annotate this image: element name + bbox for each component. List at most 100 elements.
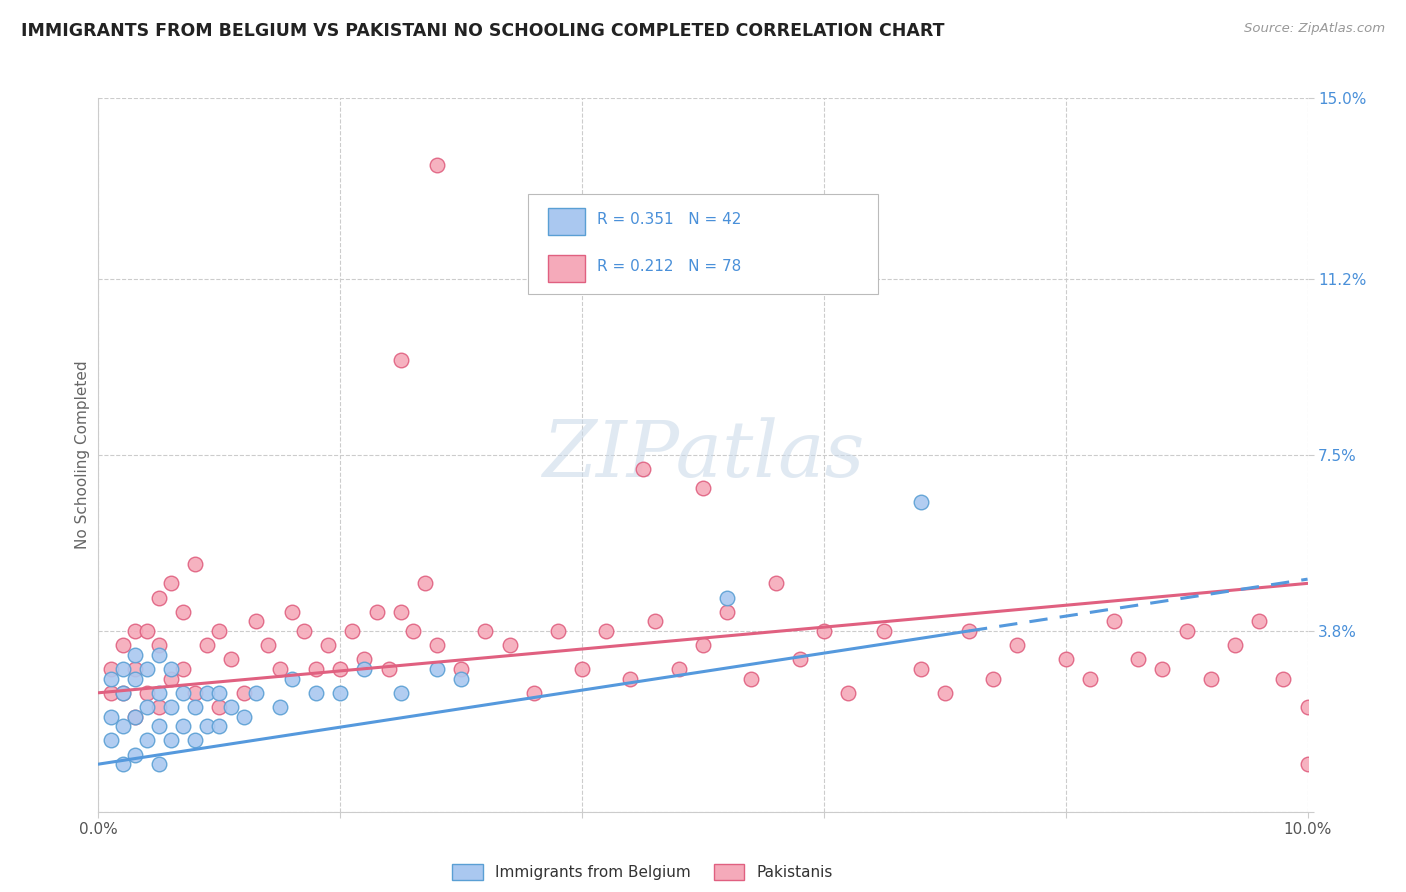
- Point: [124, 672, 146, 686]
- Point: [111, 638, 134, 652]
- Point: [135, 733, 157, 747]
- Bar: [548, 208, 585, 235]
- Point: [148, 700, 170, 714]
- Point: [474, 624, 496, 638]
- Point: [245, 615, 267, 629]
- Text: IMMIGRANTS FROM BELGIUM VS PAKISTANI NO SCHOOLING COMPLETED CORRELATION CHART: IMMIGRANTS FROM BELGIUM VS PAKISTANI NO …: [21, 22, 945, 40]
- Point: [450, 672, 472, 686]
- Point: [366, 605, 388, 619]
- Point: [692, 481, 714, 495]
- Point: [160, 700, 183, 714]
- Point: [184, 733, 207, 747]
- Point: [910, 495, 932, 509]
- Point: [148, 648, 170, 662]
- Point: [1102, 615, 1125, 629]
- Point: [195, 686, 218, 700]
- Point: [160, 733, 183, 747]
- Point: [1272, 672, 1295, 686]
- Point: [124, 648, 146, 662]
- Point: [208, 700, 231, 714]
- Point: [644, 615, 666, 629]
- Text: Source: ZipAtlas.com: Source: ZipAtlas.com: [1244, 22, 1385, 36]
- Point: [208, 686, 231, 700]
- Point: [100, 662, 122, 676]
- Point: [305, 662, 328, 676]
- Point: [221, 652, 243, 666]
- Point: [269, 700, 291, 714]
- Point: [135, 700, 157, 714]
- Point: [124, 709, 146, 723]
- Text: R = 0.212   N = 78: R = 0.212 N = 78: [596, 259, 741, 274]
- Point: [353, 662, 375, 676]
- Point: [1128, 652, 1150, 666]
- Text: ZIPatlas: ZIPatlas: [541, 417, 865, 493]
- Point: [740, 672, 762, 686]
- Point: [160, 662, 183, 676]
- Point: [160, 672, 183, 686]
- Point: [1296, 700, 1319, 714]
- Point: [981, 672, 1004, 686]
- Point: [426, 662, 449, 676]
- Point: [813, 624, 835, 638]
- Point: [281, 605, 304, 619]
- Point: [148, 591, 170, 605]
- Point: [1296, 757, 1319, 772]
- Point: [316, 638, 339, 652]
- Point: [1152, 662, 1174, 676]
- Point: [789, 652, 811, 666]
- Point: [232, 709, 254, 723]
- Point: [184, 700, 207, 714]
- Point: [1054, 652, 1077, 666]
- Point: [910, 662, 932, 676]
- Point: [353, 652, 375, 666]
- Point: [450, 662, 472, 676]
- Point: [195, 638, 218, 652]
- Point: [221, 700, 243, 714]
- Point: [716, 605, 738, 619]
- Point: [184, 558, 207, 572]
- Point: [124, 747, 146, 762]
- Point: [111, 686, 134, 700]
- Point: [100, 672, 122, 686]
- Point: [329, 686, 352, 700]
- Point: [934, 686, 956, 700]
- Point: [571, 662, 593, 676]
- Point: [413, 576, 436, 591]
- Point: [1007, 638, 1029, 652]
- Point: [100, 709, 122, 723]
- Point: [523, 686, 546, 700]
- Text: R = 0.351   N = 42: R = 0.351 N = 42: [596, 212, 741, 227]
- Point: [619, 672, 641, 686]
- Point: [160, 576, 183, 591]
- Point: [1078, 672, 1101, 686]
- Point: [111, 662, 134, 676]
- Point: [100, 686, 122, 700]
- Point: [402, 624, 425, 638]
- Point: [100, 733, 122, 747]
- Point: [208, 719, 231, 733]
- Point: [957, 624, 980, 638]
- Point: [232, 686, 254, 700]
- Point: [184, 686, 207, 700]
- Point: [172, 662, 194, 676]
- Point: [124, 662, 146, 676]
- Point: [111, 719, 134, 733]
- Point: [111, 757, 134, 772]
- Point: [208, 624, 231, 638]
- Point: [692, 638, 714, 652]
- Point: [269, 662, 291, 676]
- Point: [148, 719, 170, 733]
- Point: [873, 624, 896, 638]
- Point: [172, 605, 194, 619]
- Point: [426, 158, 449, 172]
- Point: [631, 462, 654, 476]
- Point: [389, 686, 412, 700]
- Point: [148, 686, 170, 700]
- Point: [837, 686, 859, 700]
- Point: [342, 624, 364, 638]
- Point: [148, 757, 170, 772]
- Point: [172, 719, 194, 733]
- Point: [195, 719, 218, 733]
- Bar: [548, 255, 585, 282]
- Y-axis label: No Schooling Completed: No Schooling Completed: [75, 360, 90, 549]
